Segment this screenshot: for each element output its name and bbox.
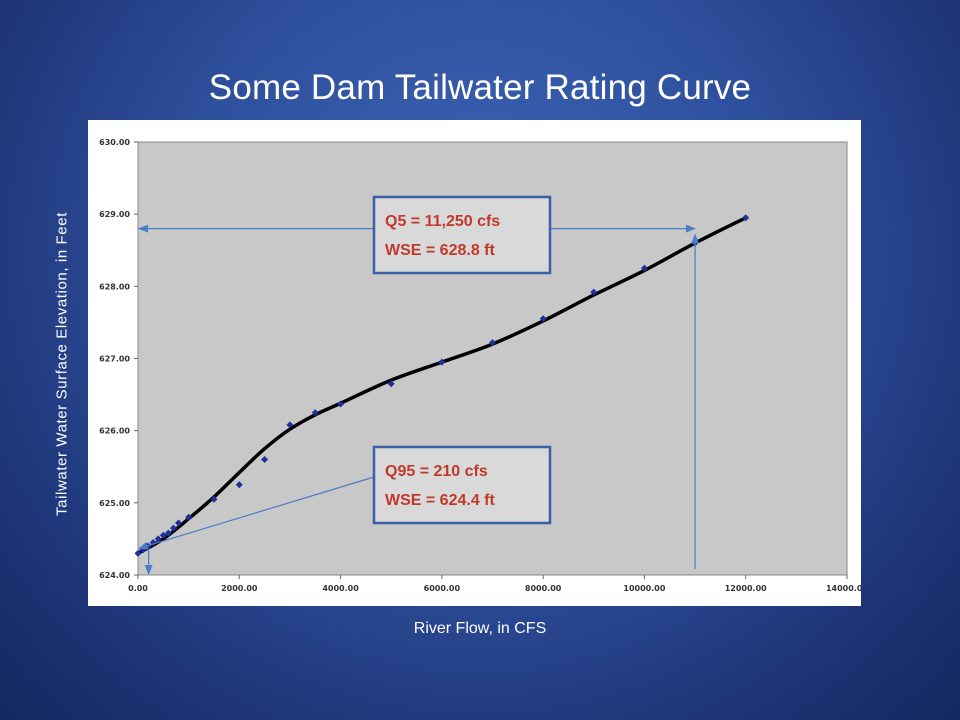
callout-q5-box: [372, 195, 552, 275]
data-point: [175, 519, 183, 527]
y-axis-label: Tailwater Water Surface Elevation, in Fe…: [53, 212, 71, 516]
data-point: [438, 358, 446, 366]
data-point: [337, 400, 345, 408]
data-point: [210, 495, 218, 503]
y-tick-label: 630.00: [99, 138, 130, 147]
x-tick-label: 2000.00: [221, 584, 258, 593]
data-point: [235, 481, 243, 489]
slide-title: Some Dam Tailwater Rating Curve: [208, 68, 752, 107]
data-point: [286, 421, 294, 429]
data-point: [640, 264, 648, 272]
y-tick-label: 626.00: [99, 427, 130, 436]
data-point: [159, 531, 167, 539]
data-point: [149, 539, 157, 547]
x-tick-label: 0.00: [128, 584, 148, 593]
data-point: [539, 315, 547, 323]
data-point: [169, 524, 177, 532]
data-point: [311, 409, 319, 417]
data-point: [134, 549, 142, 557]
data-point: [154, 535, 162, 543]
data-point: [164, 529, 172, 537]
y-tick-label: 628.00: [99, 282, 130, 291]
x-tick-label: 6000.00: [424, 584, 461, 593]
y-tick-label: 625.00: [99, 499, 130, 508]
x-tick-label: 10000.00: [623, 584, 665, 593]
data-point: [489, 339, 496, 347]
x-tick-label: 8000.00: [525, 584, 562, 593]
data-point: [590, 288, 598, 296]
data-point: [742, 214, 750, 222]
y-tick-label: 624.00: [99, 571, 130, 580]
data-point: [261, 456, 269, 464]
x-tick-label: 4000.00: [322, 584, 359, 593]
x-tick-label: 12000.00: [725, 584, 767, 593]
callout-q5-line1: Q5 = 11,250 cfs: [385, 213, 500, 230]
data-point: [387, 380, 395, 388]
x-tick-label: 14000.00: [826, 584, 861, 593]
x-axis-label: River Flow, in CFS: [413, 620, 547, 637]
callout-q5-line2: WSE = 628.8 ft: [385, 242, 495, 259]
callout-q95-box: [372, 445, 552, 525]
callout-q95: Q95 = 210 cfs WSE = 624.4 ft: [372, 445, 552, 525]
callout-q95-line1: Q95 = 210 cfs: [385, 463, 488, 480]
rating-curve-chart: 0.00 2000.00 4000.00 6000.00 8000.00 10000.00…: [88, 120, 861, 606]
callout-q95-line2: WSE = 624.4 ft: [385, 492, 495, 509]
callout-q5: Q5 = 11,250 cfs WSE = 628.8 ft: [372, 195, 552, 275]
data-point: [185, 513, 193, 521]
y-tick-label: 629.00: [99, 210, 130, 219]
q95-pointer-arrow: [138, 476, 375, 550]
y-tick-label: 627.00: [99, 355, 130, 364]
